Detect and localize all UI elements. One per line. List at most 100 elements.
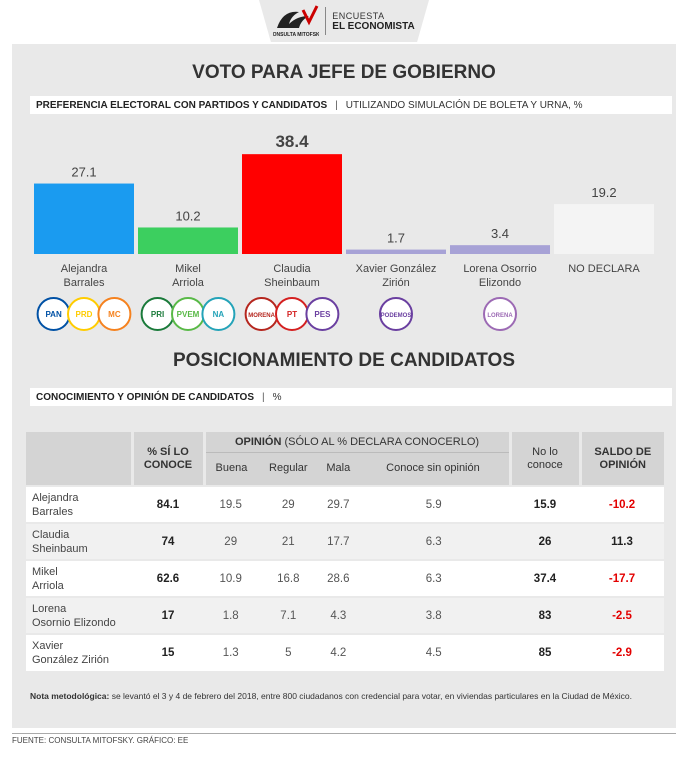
- section1-subtitle-bar: PREFERENCIA ELECTORAL CON PARTIDOS Y CAN…: [30, 96, 672, 114]
- party-logo-label: PES: [314, 310, 331, 319]
- cell-sin_op: 4.5: [357, 633, 510, 671]
- cell-conoce: 17: [132, 596, 204, 634]
- row-candidate-name: Xavier González Zirión: [26, 633, 132, 671]
- party-logo-label: PVEM: [177, 310, 200, 319]
- cell-saldo: -17.7: [580, 559, 664, 597]
- cell-sin_op: 5.9: [357, 485, 510, 523]
- candidates-table: % SÍ LO CONOCE OPINIÓN (SÓLO AL % DECLARA …: [26, 432, 664, 671]
- party-logo-podemos-juntos: [379, 297, 413, 331]
- header-opinion-1: Regular: [257, 452, 320, 486]
- subtitle-pipe: |: [335, 99, 338, 111]
- bar-4: [450, 245, 550, 254]
- bar-value-label: 19.2: [591, 185, 616, 200]
- header-text: ENCUESTA EL ECONOMISTA: [332, 11, 414, 32]
- section1-title: VOTO PARA JEFE DE GOBIERNO: [192, 62, 496, 83]
- header-saldo: SALDO DE OPINIÓN: [580, 432, 664, 486]
- methodology-note: Nota metodológica: se levantó el 3 y 4 d…: [30, 690, 650, 702]
- header-tab: CONSULTA MITOFSKY ENCUESTA EL ECONOMISTA: [259, 0, 429, 42]
- category-label: Claudia: [273, 263, 311, 275]
- section1-subtitle-rest: UTILIZANDO SIMULACIÓN DE BOLETA Y URNA, …: [345, 99, 583, 111]
- party-logo-mc: [97, 297, 132, 331]
- cell-conoce: 74: [132, 522, 204, 560]
- cell-no_conoce: 26: [510, 522, 580, 560]
- cell-sin_op: 3.8: [357, 596, 510, 634]
- svg-text:CONSULTA MITOFSKY: CONSULTA MITOFSKY: [273, 32, 319, 38]
- note-text: se levantó el 3 y 4 de febrero del 2018,…: [109, 691, 632, 701]
- header-no-conoce: No lo conoce: [510, 432, 582, 486]
- row-candidate-name: Claudia Sheinbaum: [26, 522, 132, 560]
- header-opinion-3: Conoce sin opinión: [357, 452, 512, 486]
- cell-buena: 1.8: [204, 596, 258, 634]
- bar-2: [242, 154, 342, 254]
- cell-conoce: 15: [132, 633, 204, 671]
- header-separator: [325, 7, 327, 35]
- party-logo-lorena: [483, 297, 517, 331]
- consulta-mitofsky-logo: CONSULTA MITOFSKY: [273, 5, 319, 38]
- cell-regular: 29: [257, 485, 320, 523]
- vote-bar-chart: 27.1 Alejandra Barrales PAN PRD MC 10.2 Mikel Ar…: [34, 132, 654, 331]
- party-logo-label: PODEMOS: [381, 313, 412, 319]
- cell-sin_op: 6.3: [357, 559, 510, 597]
- cell-conoce: 84.1: [132, 485, 204, 523]
- bar-value-label: 3.4: [491, 226, 509, 241]
- section1-subtitle-bold: PREFERENCIA ELECTORAL CON PARTIDOS Y CAN…: [36, 99, 328, 111]
- party-logo-label: LORENA: [487, 313, 513, 319]
- category-label: NO DECLARA: [568, 263, 640, 275]
- cell-no_conoce: 85: [510, 633, 580, 671]
- cell-buena: 10.9: [204, 559, 258, 597]
- header-line1: ENCUESTA: [332, 10, 385, 21]
- section2-subtitle-bold: CONOCIMIENTO Y OPINIÓN DE CANDIDATOS: [36, 391, 254, 403]
- table-header-row: % SÍ LO CONOCE OPINIÓN (SÓLO AL % DECLARA …: [26, 432, 664, 486]
- party-logo-label: PRI: [151, 310, 164, 319]
- header-opinion-0: Buena: [204, 452, 258, 486]
- cell-sin_op: 6.3: [357, 522, 510, 560]
- note-bold: Nota metodológica:: [30, 691, 110, 701]
- table-row: Xavier González Zirión 15 1.3 5 4.2 4.5 85 -2.9: [26, 633, 664, 671]
- section2-subtitle-rest: %: [272, 391, 282, 403]
- cell-mala: 17.7: [319, 522, 358, 560]
- header-cell-empty: [26, 452, 134, 486]
- category-label: Arriola: [172, 277, 205, 289]
- cell-no_conoce: 83: [510, 596, 580, 634]
- cell-regular: 7.1: [257, 596, 320, 634]
- cell-buena: 29: [204, 522, 258, 560]
- cell-saldo: -2.5: [580, 596, 664, 634]
- cell-buena: 19.5: [204, 485, 258, 523]
- cell-mala: 4.2: [319, 633, 358, 671]
- category-label: Zirión: [382, 277, 410, 289]
- table-row: Alejandra Barrales 84.1 19.5 29 29.7 5.9 15.9 -1…: [26, 485, 664, 523]
- category-label: Sheinbaum: [264, 277, 320, 289]
- bar-5: [554, 204, 654, 254]
- bar-value-label: 1.7: [387, 231, 405, 246]
- bar-0: [34, 183, 134, 254]
- section2-subtitle-bar: CONOCIMIENTO Y OPINIÓN DE CANDIDATOS | %: [30, 388, 672, 406]
- party-logo-label: NA: [213, 310, 225, 319]
- table-row: Lorena Osornio Elizondo 17 1.8 7.1 4.3 3.8 83 -2…: [26, 596, 664, 634]
- section2-title: POSICIONAMIENTO DE CANDIDATOS: [172, 350, 516, 371]
- category-label: Elizondo: [479, 277, 521, 289]
- header-opinion-group: OPINIÓN (SÓLO AL % DECLARA CONOCERLO): [204, 432, 512, 453]
- party-logo-label: MORENA: [248, 313, 275, 319]
- category-label: Barrales: [64, 277, 105, 289]
- row-candidate-name: Mikel Arriola: [26, 559, 132, 597]
- cell-regular: 21: [257, 522, 320, 560]
- table-subheader-row: Buena Regular Mala Conoce sin opinión: [26, 452, 664, 486]
- cell-mala: 29.7: [319, 485, 358, 523]
- cell-no_conoce: 15.9: [510, 485, 580, 523]
- row-candidate-name: Alejandra Barrales: [26, 485, 132, 523]
- party-logo-label: PT: [287, 310, 297, 319]
- subtitle-pipe: |: [262, 391, 265, 403]
- footer: FUENTE: CONSULTA MITOFSKY. GRÁFICO: EE: [12, 733, 676, 747]
- cell-mala: 4.3: [319, 596, 358, 634]
- category-label: Alejandra: [61, 263, 108, 275]
- table-row: Claudia Sheinbaum 74 29 21 17.7 6.3 26 11.3: [26, 522, 664, 560]
- header-conoce: % SÍ LO CONOCE: [132, 432, 206, 486]
- category-label: Mikel: [175, 263, 201, 275]
- party-logo-na: [201, 297, 236, 331]
- bar-3: [346, 249, 446, 254]
- table-row: Mikel Arriola 62.6 10.9 16.8 28.6 6.3 37.4 -17.7: [26, 559, 664, 597]
- main-panel: VOTO PARA JEFE DE GOBIERNO PREFERENCIA E…: [12, 44, 676, 728]
- cell-saldo: -10.2: [580, 485, 664, 523]
- cell-mala: 28.6: [319, 559, 358, 597]
- party-logo-label: PAN: [45, 310, 62, 319]
